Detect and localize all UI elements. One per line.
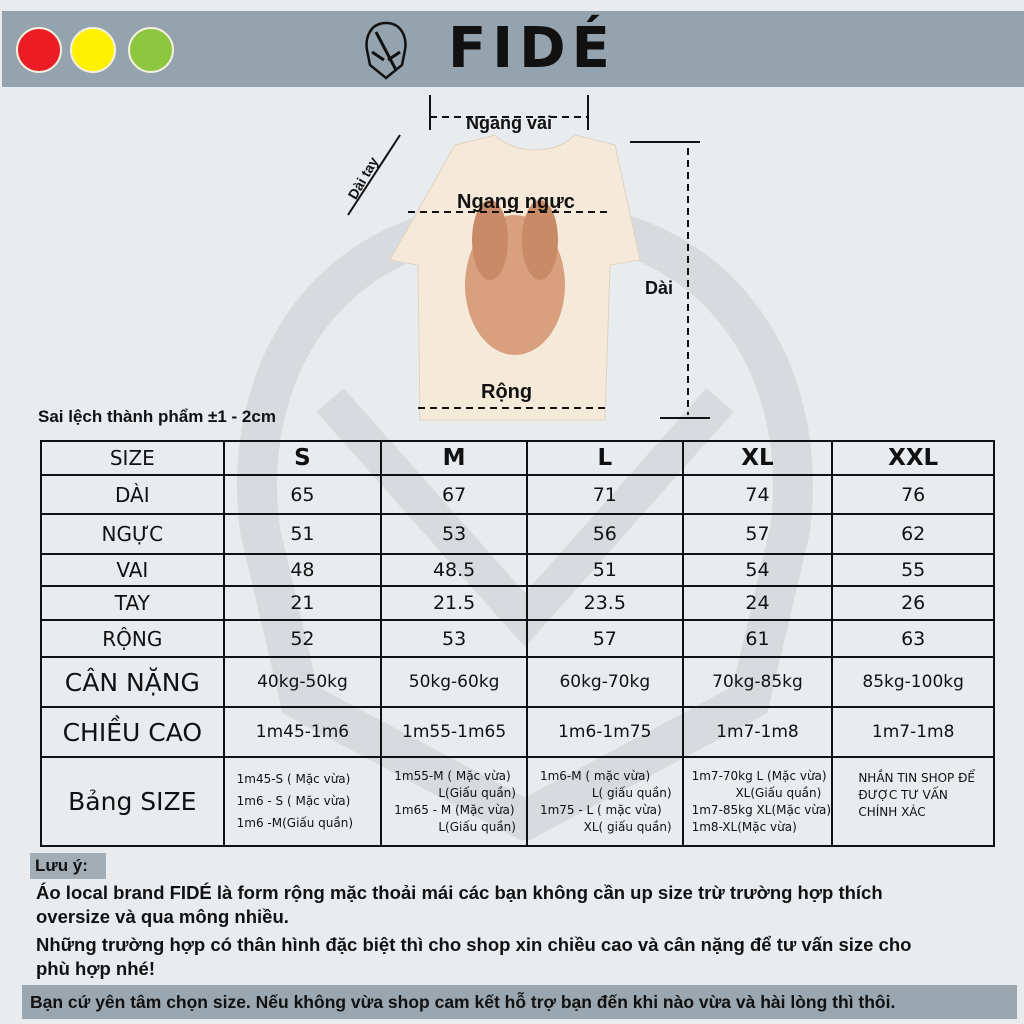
header-cell: S [222,440,383,476]
row-label: NGỰC [40,513,225,555]
cell: 40kg-50kg [222,656,383,708]
guide-line: 1m45-S ( Mặc vừa) [236,772,351,786]
cell: 23.5 [525,585,684,621]
row-label: CÂN NẶNG [40,656,225,708]
cell: 1m7-1m8 [831,706,995,758]
width-label: Rộng [481,381,533,403]
guide-cell-l: 1m6-M ( mặc vừa) L( giấu quần) 1m75 - L ( … [525,756,684,847]
cell: 61 [681,619,834,658]
cell: 48.5 [380,553,528,587]
guide-cell-xl: 1m7-70kg L (Mặc vừa) XL(Giấu quần) 1m7-85k… [681,756,834,847]
note-line: Những trường hợp có thân hình đặc biệt t… [36,934,912,955]
tolerance-note: Sai lệch thành phẩm ±1 - 2cm [38,407,276,426]
cell: 62 [831,513,995,555]
cell: 76 [831,474,995,515]
note-line: phù hợp nhé! [36,958,155,979]
row-label: Bảng SIZE [40,756,225,847]
table-row: CHIỀU CAO 1m45-1m6 1m55-1m65 1m6-1m75 1m7-1m… [40,706,995,758]
red-dot-icon [16,27,62,73]
cell: 51 [222,513,383,555]
guide-line: L(Giấu quần) [438,819,516,834]
cell: 74 [681,474,834,515]
row-label: RỘNG [40,619,225,658]
guide-line: 1m7-70kg L (Mặc vừa) [691,768,827,783]
cell: 63 [831,619,995,658]
yellow-dot-icon [70,27,116,73]
row-label: TAY [40,585,225,621]
table-row: TAY 21 21.5 23.5 24 26 [40,585,995,621]
cell: 55 [831,553,995,587]
footer-banner: Bạn cứ yên tâm chọn size. Nếu không vừa … [22,985,1017,1019]
table-row: RỘNG 52 53 57 61 63 [40,619,995,658]
header-cell: L [525,440,684,476]
row-label: VAI [40,553,225,587]
table-header-row: SIZE S M L XL XXL [40,440,995,476]
guide-line: ĐƯỢC TƯ VẤN [858,788,948,802]
guide-line: 1m55-M ( Mặc vừa) [394,768,511,783]
cell: 21 [222,585,383,621]
note-line: Áo local brand FIDÉ là form rộng mặc tho… [36,882,883,903]
guide-line: XL(Giấu quần) [735,785,822,800]
cell: 67 [380,474,528,515]
green-dot-icon [128,27,174,73]
cell: 50kg-60kg [380,656,528,708]
guide-line: 1m65 - M (Mặc vừa) [394,802,515,817]
header-cell: XXL [831,440,995,476]
row-label: DÀI [40,474,225,515]
shirt-diagram [347,95,710,421]
cell: 60kg-70kg [525,656,684,708]
cell: 1m45-1m6 [222,706,383,758]
size-table: SIZE S M L XL XXL DÀI 65 67 71 74 76 NGỰC 51 53… [40,440,995,847]
chest-label: Ngang ngực [457,191,575,213]
guide-cell-s: 1m45-S ( Mặc vừa) 1m6 - S ( Mặc vừa) 1m6 -… [222,756,383,847]
note-line: oversize và qua mông nhiều. [36,906,289,927]
guide-line: L( giấu quần) [591,785,672,800]
guide-cell-xxl: NHẮN TIN SHOP ĐỂ ĐƯỢC TƯ VẤN CHÍNH XÁC [831,756,995,847]
header-cell: SIZE [40,440,225,476]
table-row-guide: Bảng SIZE 1m45-S ( Mặc vừa) 1m6 - S ( Mặc… [40,756,995,847]
cell: 1m6-1m75 [525,706,684,758]
brand-logo: FIDÉ [448,16,616,81]
cell: 51 [525,553,684,587]
cell: 21.5 [380,585,528,621]
cell: 71 [525,474,684,515]
guide-line: 1m7-85kg XL(Mặc vừa) [691,802,831,817]
guide-line: XL( giấu quần) [583,819,672,834]
table-row: DÀI 65 67 71 74 76 [40,474,995,515]
guide-cell-m: 1m55-M ( Mặc vừa) L(Giấu quần) 1m65 - M (M… [380,756,528,847]
cell: 54 [681,553,834,587]
cell: 52 [222,619,383,658]
notes-label: Lưu ý: [30,853,106,879]
row-label: CHIỀU CAO [40,706,225,758]
brand-mask-icon [365,21,407,80]
cell: 70kg-85kg [681,656,834,708]
cell: 65 [222,474,383,515]
header-cell: XL [681,440,834,476]
cell: 24 [681,585,834,621]
cell: 1m55-1m65 [380,706,528,758]
guide-line: CHÍNH XÁC [858,805,926,819]
guide-line: 1m8-XL(Mặc vừa) [691,819,797,834]
cell: 85kg-100kg [831,656,995,708]
table-row: CÂN NẶNG 40kg-50kg 50kg-60kg 60kg-70kg 70kg-… [40,656,995,708]
header-cell: M [380,440,528,476]
guide-line: 1m75 - L ( mặc vừa) [539,802,662,817]
cell: 26 [831,585,995,621]
guide-line: L(Giấu quần) [438,785,516,800]
table-row: VAI 48 48.5 51 54 55 [40,553,995,587]
shoulder-label: Ngang vai [466,113,553,133]
cell: 1m7-1m8 [681,706,834,758]
cell: 57 [525,619,684,658]
guide-line: 1m6 - S ( Mặc vừa) [236,794,351,808]
cell: 53 [380,619,528,658]
guide-line: NHẮN TIN SHOP ĐỂ [858,771,975,785]
cell: 48 [222,553,383,587]
length-label: Dài [645,278,674,298]
guide-line: 1m6-M ( mặc vừa) [539,768,651,783]
cell: 56 [525,513,684,555]
table-row: NGỰC 51 53 56 57 62 [40,513,995,555]
guide-line: 1m6 -M(Giấu quần) [236,816,354,830]
cell: 57 [681,513,834,555]
cell: 53 [380,513,528,555]
